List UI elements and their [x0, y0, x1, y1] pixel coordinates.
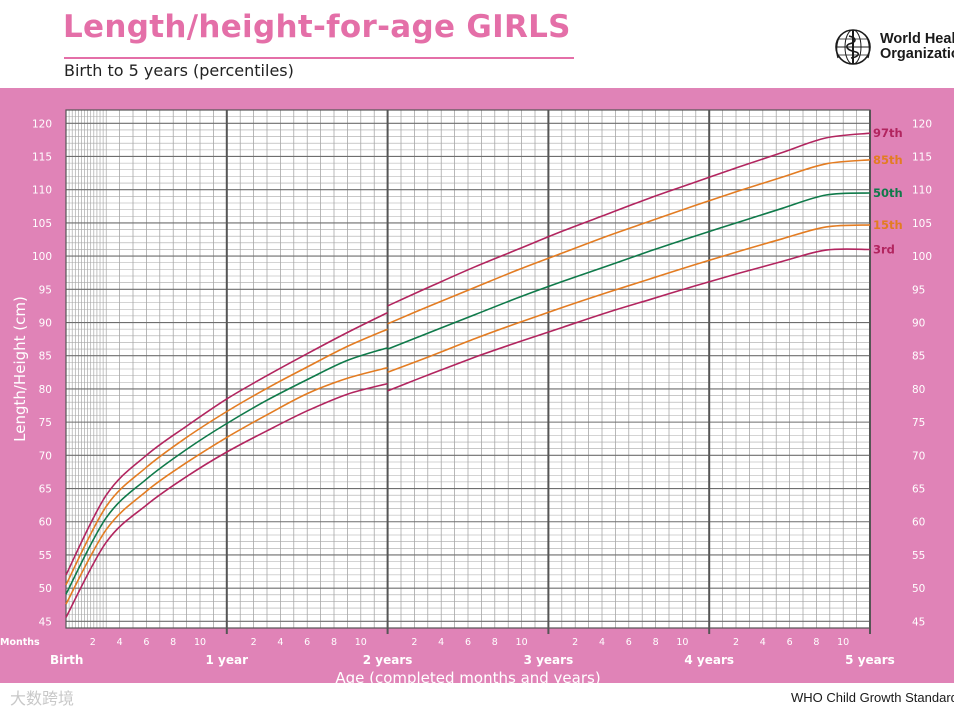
y-tick-label-right: 100 [912, 251, 932, 263]
x-month-tick-label: 10 [516, 637, 528, 648]
series-85th: 85th [65, 153, 903, 586]
x-year-label: 5 years [845, 653, 895, 667]
org-name-line2: Organizatio [880, 46, 954, 62]
y-tick-label-right: 60 [912, 517, 925, 529]
y-tick-label-right: 85 [912, 351, 925, 363]
y-tick-label-right: 90 [912, 318, 925, 330]
series-label-50th: 50th [873, 186, 903, 200]
y-tick-label-right: 115 [912, 151, 932, 163]
x-month-tick-label: 2 [90, 637, 96, 648]
series-label-15th: 15th [873, 218, 903, 232]
series-line-length-3rd [65, 382, 388, 618]
series-line-length-50th [65, 346, 388, 595]
series-line-height-85th [387, 159, 871, 325]
y-tick-label-left: 45 [39, 616, 52, 628]
x-month-tick-label: 2 [251, 637, 257, 648]
x-month-tick-label: 10 [194, 637, 206, 648]
x-year-label: 2 years [363, 653, 413, 667]
series-line-length-15th [65, 366, 388, 605]
x-year-label: Birth [50, 653, 83, 667]
y-tick-label-left: 110 [32, 185, 52, 197]
series-line-height-50th [387, 192, 871, 350]
x-month-tick-label: 8 [813, 637, 819, 648]
y-tick-label-left: 50 [39, 583, 52, 595]
x-month-tick-label: 4 [117, 637, 123, 648]
x-month-tick-label: 2 [411, 637, 417, 648]
y-tick-label-left: 100 [32, 251, 52, 263]
y-tick-label-right: 55 [912, 550, 925, 562]
y-tick-label-right: 50 [912, 583, 925, 595]
series-line-length-97th [65, 311, 388, 576]
chart-title: Length/height-for-age GIRLS [63, 9, 571, 45]
y-tick-label-left: 90 [39, 318, 52, 330]
y-tick-label-right: 70 [912, 450, 925, 462]
series-97th: 97th [65, 126, 903, 576]
x-month-tick-label: 6 [304, 637, 310, 648]
y-tick-label-left: 115 [32, 151, 52, 163]
growth-chart: 45 45 50 50 55 55 60 60 65 65 70 70 75 75 80 80 85 85 90 90… [0, 109, 932, 683]
y-tick-label-left: 80 [39, 384, 52, 396]
x-axis-label: Age (completed months and years) [335, 669, 600, 683]
series-line-height-3rd [387, 248, 871, 392]
org-name: World Healt Organizatio [880, 32, 954, 62]
series-15th: 15th [65, 218, 903, 605]
series-line-height-97th [387, 132, 871, 307]
y-tick-label-right: 105 [912, 218, 932, 230]
y-tick-label-right: 110 [912, 185, 932, 197]
x-month-tick-label: 8 [492, 637, 498, 648]
y-tick-label-left: 70 [39, 450, 52, 462]
y-tick-label-left: 65 [39, 484, 52, 496]
y-tick-label-right: 95 [912, 284, 925, 296]
x-month-tick-label: 6 [465, 637, 471, 648]
y-tick-label-right: 80 [912, 384, 925, 396]
x-month-tick-label: 6 [143, 637, 149, 648]
x-month-tick-label: 8 [331, 637, 337, 648]
x-month-tick-label: 4 [599, 637, 605, 648]
who-emblem-icon [835, 29, 871, 65]
x-month-tick-label: 8 [653, 637, 659, 648]
chart-subtitle: Birth to 5 years (percentiles) [64, 61, 294, 80]
title-underline [64, 57, 574, 59]
x-month-tick-label: 4 [760, 637, 766, 648]
y-tick-label-right: 45 [912, 616, 925, 628]
series-label-3rd: 3rd [873, 242, 895, 256]
x-month-tick-label: 2 [733, 637, 739, 648]
x-month-tick-label: 4 [277, 637, 283, 648]
y-tick-label-right: 65 [912, 484, 925, 496]
series-line-height-15th [387, 224, 871, 374]
x-month-tick-label: 10 [355, 637, 367, 648]
months-axis-label: Months [0, 637, 40, 648]
x-month-tick-label: 2 [572, 637, 578, 648]
y-tick-label-left: 95 [39, 284, 52, 296]
x-year-label: 1 year [206, 653, 249, 667]
y-tick-label-right: 120 [912, 118, 932, 130]
y-tick-label-left: 85 [39, 351, 52, 363]
series-50th: 50th [65, 186, 903, 595]
chart-panel: 45 45 50 50 55 55 60 60 65 65 70 70 75 75 80 80 85 85 90 90… [0, 88, 954, 683]
org-name-line1: World Healt [880, 31, 954, 47]
series-label-97th: 97th [873, 126, 903, 140]
y-tick-label-left: 120 [32, 118, 52, 130]
y-axis-label: Length/Height (cm) [11, 296, 29, 442]
x-month-tick-label: 8 [170, 637, 176, 648]
x-year-label: 3 years [524, 653, 574, 667]
x-month-tick-label: 4 [438, 637, 444, 648]
y-tick-label-left: 105 [32, 218, 52, 230]
y-tick-label-left: 55 [39, 550, 52, 562]
x-month-tick-label: 6 [626, 637, 632, 648]
series-label-85th: 85th [873, 153, 903, 167]
x-month-tick-label: 10 [676, 637, 688, 648]
x-year-label: 4 years [684, 653, 734, 667]
source-credit: WHO Child Growth Standard [791, 690, 954, 705]
y-tick-label-left: 75 [39, 417, 52, 429]
series-3rd: 3rd [65, 242, 895, 618]
y-tick-label-right: 75 [912, 417, 925, 429]
grid-lines [66, 109, 871, 634]
series-line-length-85th [65, 328, 388, 586]
x-month-tick-label: 10 [837, 637, 849, 648]
watermark: 大数跨境 [10, 689, 75, 708]
y-tick-label-left: 60 [39, 517, 52, 529]
plot-border [65, 109, 871, 629]
x-month-tick-label: 6 [787, 637, 793, 648]
